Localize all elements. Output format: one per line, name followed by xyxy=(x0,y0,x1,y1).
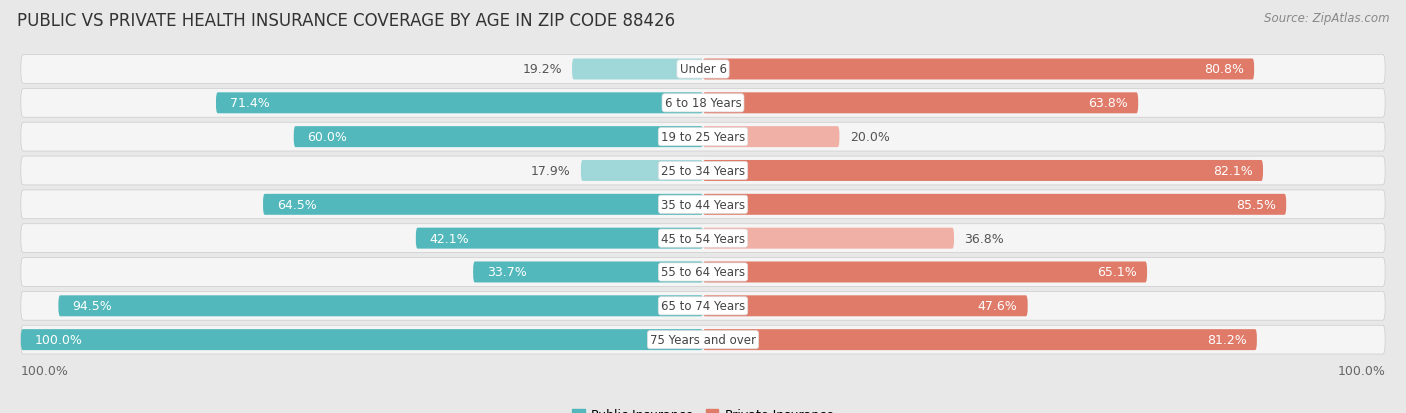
FancyBboxPatch shape xyxy=(59,296,703,316)
Text: 100.0%: 100.0% xyxy=(21,364,69,377)
Text: 55 to 64 Years: 55 to 64 Years xyxy=(661,266,745,279)
FancyBboxPatch shape xyxy=(572,59,703,80)
Text: Source: ZipAtlas.com: Source: ZipAtlas.com xyxy=(1264,12,1389,25)
FancyBboxPatch shape xyxy=(21,190,1385,219)
Text: 20.0%: 20.0% xyxy=(849,131,890,144)
Text: 35 to 44 Years: 35 to 44 Years xyxy=(661,198,745,211)
FancyBboxPatch shape xyxy=(703,59,1254,80)
Text: 94.5%: 94.5% xyxy=(72,299,112,313)
Text: 17.9%: 17.9% xyxy=(531,164,571,178)
FancyBboxPatch shape xyxy=(21,325,1385,354)
Text: 19 to 25 Years: 19 to 25 Years xyxy=(661,131,745,144)
Text: 100.0%: 100.0% xyxy=(35,333,83,346)
Text: 64.5%: 64.5% xyxy=(277,198,316,211)
FancyBboxPatch shape xyxy=(581,161,703,182)
Text: 6 to 18 Years: 6 to 18 Years xyxy=(665,97,741,110)
Text: 19.2%: 19.2% xyxy=(522,63,562,76)
Text: 82.1%: 82.1% xyxy=(1213,164,1253,178)
FancyBboxPatch shape xyxy=(21,157,1385,185)
FancyBboxPatch shape xyxy=(294,127,703,148)
Text: 71.4%: 71.4% xyxy=(229,97,270,110)
FancyBboxPatch shape xyxy=(703,262,1147,283)
FancyBboxPatch shape xyxy=(21,123,1385,152)
FancyBboxPatch shape xyxy=(263,195,703,215)
Text: 33.7%: 33.7% xyxy=(486,266,526,279)
FancyBboxPatch shape xyxy=(21,258,1385,287)
FancyBboxPatch shape xyxy=(703,161,1263,182)
Text: 100.0%: 100.0% xyxy=(1337,364,1385,377)
FancyBboxPatch shape xyxy=(703,93,1139,114)
Text: 65 to 74 Years: 65 to 74 Years xyxy=(661,299,745,313)
Text: 36.8%: 36.8% xyxy=(965,232,1004,245)
FancyBboxPatch shape xyxy=(217,93,703,114)
Text: 65.1%: 65.1% xyxy=(1097,266,1137,279)
Text: 42.1%: 42.1% xyxy=(429,232,470,245)
Text: 47.6%: 47.6% xyxy=(977,299,1018,313)
FancyBboxPatch shape xyxy=(21,224,1385,253)
FancyBboxPatch shape xyxy=(21,292,1385,320)
Text: 80.8%: 80.8% xyxy=(1204,63,1244,76)
FancyBboxPatch shape xyxy=(703,127,839,148)
Text: 85.5%: 85.5% xyxy=(1236,198,1277,211)
Text: PUBLIC VS PRIVATE HEALTH INSURANCE COVERAGE BY AGE IN ZIP CODE 88426: PUBLIC VS PRIVATE HEALTH INSURANCE COVER… xyxy=(17,12,675,30)
Text: 25 to 34 Years: 25 to 34 Years xyxy=(661,164,745,178)
FancyBboxPatch shape xyxy=(703,329,1257,350)
Text: 81.2%: 81.2% xyxy=(1206,333,1247,346)
Text: 63.8%: 63.8% xyxy=(1088,97,1128,110)
FancyBboxPatch shape xyxy=(21,329,703,350)
FancyBboxPatch shape xyxy=(703,296,1028,316)
FancyBboxPatch shape xyxy=(703,195,1286,215)
Text: 60.0%: 60.0% xyxy=(308,131,347,144)
Text: 45 to 54 Years: 45 to 54 Years xyxy=(661,232,745,245)
FancyBboxPatch shape xyxy=(21,55,1385,84)
FancyBboxPatch shape xyxy=(474,262,703,283)
FancyBboxPatch shape xyxy=(416,228,703,249)
Legend: Public Insurance, Private Insurance: Public Insurance, Private Insurance xyxy=(567,404,839,413)
Text: 75 Years and over: 75 Years and over xyxy=(650,333,756,346)
Text: Under 6: Under 6 xyxy=(679,63,727,76)
FancyBboxPatch shape xyxy=(21,89,1385,118)
FancyBboxPatch shape xyxy=(703,228,955,249)
